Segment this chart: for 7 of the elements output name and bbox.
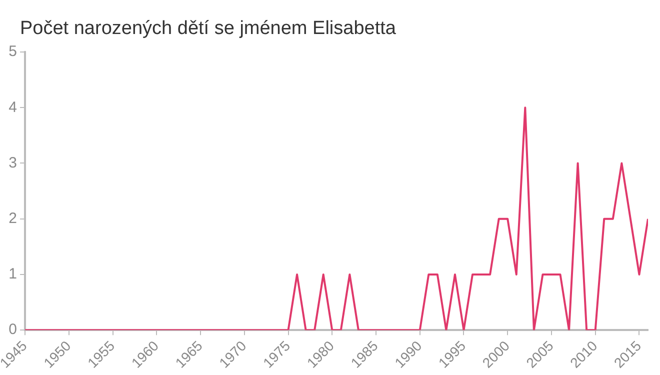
y-tick-label: 5 bbox=[8, 43, 18, 60]
y-tick-label: 2 bbox=[8, 210, 18, 227]
y-tick-label: 1 bbox=[8, 266, 18, 283]
y-tick-label: 0 bbox=[8, 321, 18, 338]
y-tick-label: 4 bbox=[8, 98, 18, 116]
chart-title: Počet narozených dětí se jménem Elisabetta bbox=[20, 18, 396, 40]
y-tick-label: 3 bbox=[8, 154, 18, 172]
